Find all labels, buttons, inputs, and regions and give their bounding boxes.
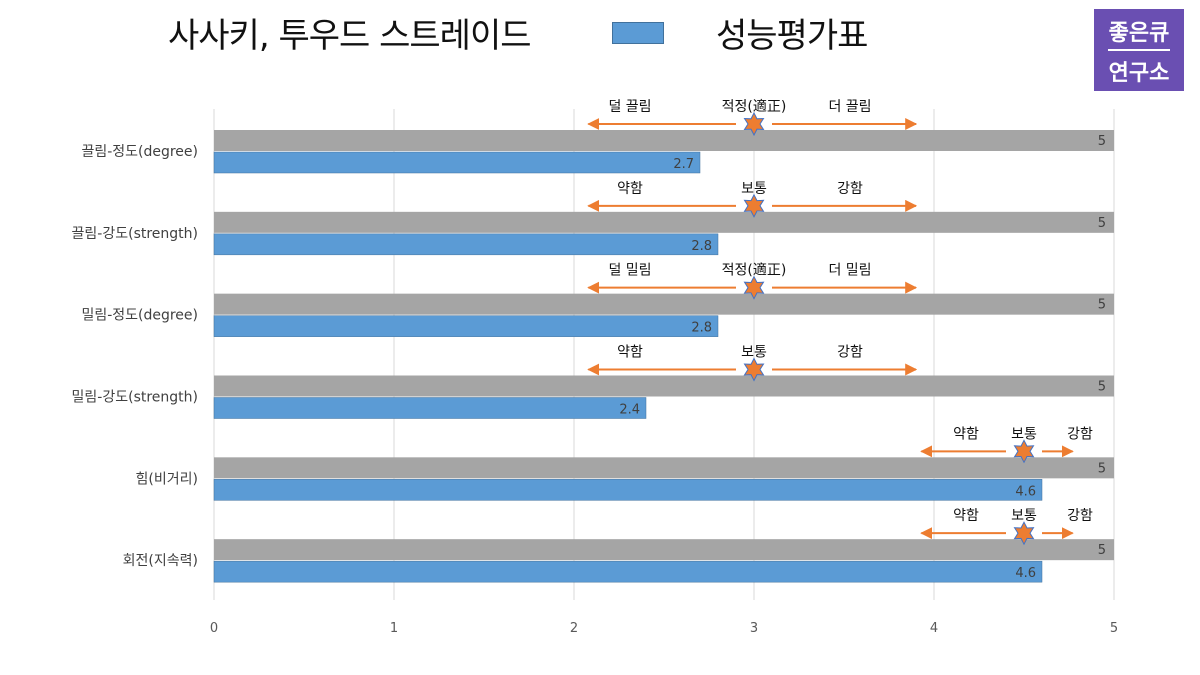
category-label: 밀림-강도(strength)	[72, 390, 198, 406]
annotation-right-label: 강함	[837, 345, 863, 361]
legend-swatch	[612, 22, 664, 44]
value-bar-label: 2.4	[619, 403, 640, 418]
category-label: 끌림-정도(degree)	[81, 144, 198, 160]
x-tick-label: 4	[930, 621, 938, 636]
annotation-left-label: 약함	[617, 345, 643, 361]
max-bar-label: 5	[1098, 216, 1106, 231]
logo-divider	[1108, 49, 1170, 51]
star-marker	[743, 275, 765, 300]
value-bar-label: 4.6	[1015, 566, 1036, 581]
x-tick-label: 1	[390, 621, 398, 636]
annotation-left-label: 덜 끌림	[608, 99, 651, 115]
annotation-right-label: 강함	[1067, 426, 1093, 442]
value-bar	[213, 315, 719, 337]
value-bar-label: 2.7	[673, 157, 694, 172]
star-marker	[743, 193, 765, 218]
x-tick-label: 3	[750, 621, 758, 636]
logo-line-2: 연구소	[1108, 61, 1170, 86]
max-bar	[214, 293, 1114, 315]
value-bar	[213, 233, 719, 256]
annotation-left-label: 약함	[617, 181, 643, 197]
star-marker	[743, 111, 765, 137]
star-marker	[1013, 521, 1035, 546]
value-bar	[213, 479, 1043, 501]
logo-line-1: 좋은큐	[1108, 21, 1170, 46]
value-bar-label: 2.8	[691, 239, 712, 254]
annotation-left-label: 약함	[953, 508, 979, 524]
annotation-right-label: 강함	[1067, 508, 1093, 524]
annotation-mid-label: 보통	[741, 345, 767, 361]
x-tick-label: 5	[1110, 621, 1118, 636]
value-bar-label: 4.6	[1015, 484, 1036, 499]
category-label: 힘(비거리)	[136, 471, 198, 487]
value-bar	[213, 560, 1043, 583]
star-marker	[1013, 439, 1035, 464]
x-tick-label: 2	[570, 621, 578, 636]
value-bar	[213, 397, 647, 419]
max-bar	[214, 539, 1114, 561]
annotation-mid-label: 적정(適正)	[722, 98, 787, 115]
annotation-mid-label: 보통	[1011, 508, 1037, 524]
annotation-right-label: 강함	[837, 181, 863, 197]
x-tick-label: 0	[210, 621, 218, 636]
category-label: 회전(지속력)	[123, 553, 198, 569]
max-bar-label: 5	[1098, 380, 1106, 395]
category-label: 끌림-강도(strength)	[72, 226, 198, 242]
annotation-mid-label: 적정(適正)	[722, 262, 787, 279]
annotation-left-label: 약함	[953, 426, 979, 442]
category-label: 밀림-정도(degree)	[81, 308, 198, 324]
brand-logo: 좋은큐 연구소	[1094, 9, 1184, 91]
max-bar-label: 5	[1098, 134, 1106, 149]
value-bar-label: 2.8	[691, 321, 712, 336]
value-bar	[213, 151, 701, 174]
max-bar-label: 5	[1098, 298, 1106, 313]
max-bar	[214, 457, 1114, 479]
chart-title: 사사키, 투우드 스트레이드	[168, 16, 532, 56]
annotation-left-label: 덜 밀림	[608, 263, 651, 279]
max-bar	[214, 375, 1114, 397]
annotation-right-label: 더 밀림	[828, 263, 871, 279]
max-bar-label: 5	[1098, 461, 1106, 476]
max-bar-label: 5	[1098, 543, 1106, 558]
max-bar	[214, 130, 1114, 151]
max-bar	[214, 211, 1114, 233]
annotation-mid-label: 보통	[1011, 426, 1037, 442]
star-marker	[743, 357, 765, 382]
header: 사사키, 투우드 스트레이드 성능평가표	[0, 0, 1200, 70]
annotation-right-label: 더 끌림	[828, 99, 871, 115]
annotation-mid-label: 보통	[741, 181, 767, 197]
legend-label: 성능평가표	[716, 16, 868, 56]
